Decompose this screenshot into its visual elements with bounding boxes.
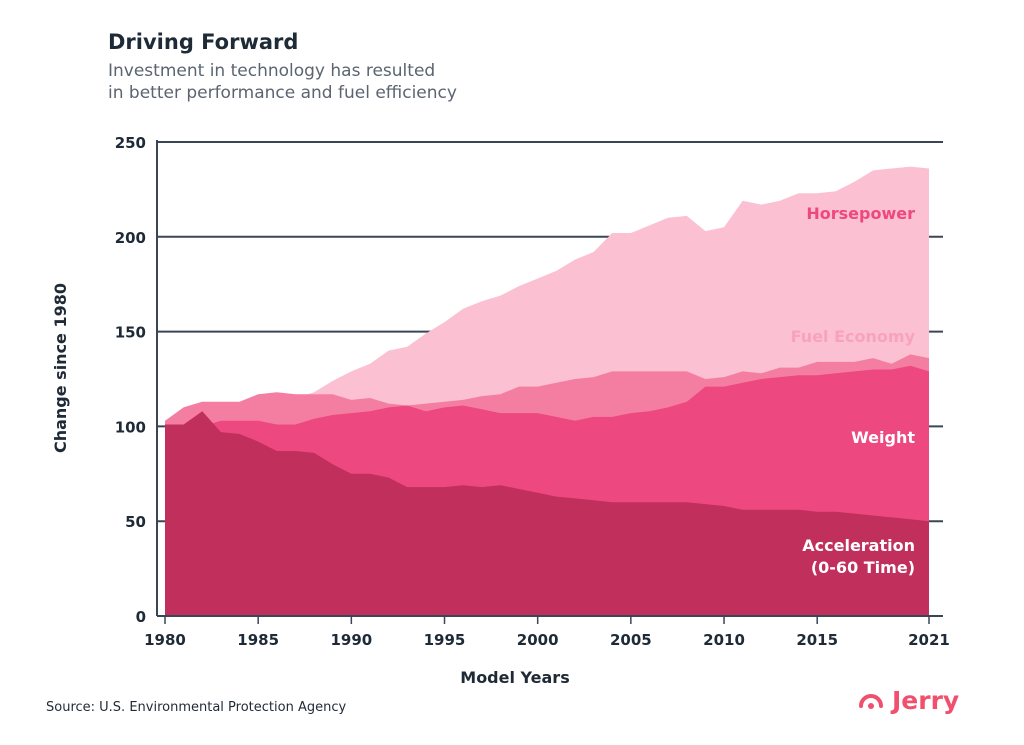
y-tick-label: 50 — [125, 513, 146, 531]
x-tick-label: 2005 — [610, 631, 652, 649]
y-tick-label: 250 — [115, 134, 146, 152]
chart-subtitle: Investment in technology has resulted in… — [108, 60, 568, 104]
x-tick-label: 1995 — [424, 631, 466, 649]
area-acceleration — [165, 411, 929, 616]
jerry-logo-icon — [859, 693, 883, 709]
y-tick-label: 200 — [115, 229, 146, 247]
subtitle-line-1: Investment in technology has resulted — [108, 61, 436, 81]
source-note: Source: U.S. Environmental Protection Ag… — [46, 700, 347, 715]
subtitle-line-2: in better performance and fuel efficienc… — [108, 83, 457, 103]
x-tick-label: 2015 — [796, 631, 838, 649]
x-tick-label: 2021 — [908, 631, 950, 649]
y-tick-label: 100 — [115, 418, 146, 436]
x-tick-label: 1980 — [144, 631, 186, 649]
series-label-weight: Weight — [851, 428, 915, 447]
series-label-fuel-economy: Fuel Economy — [791, 327, 916, 346]
jerry-logo-text: Jerry — [892, 686, 960, 715]
x-tick-label: 2010 — [703, 631, 745, 649]
y-axis-title: Change since 1980 — [51, 283, 70, 453]
x-tick-label: 1985 — [237, 631, 279, 649]
x-tick-label: 1990 — [330, 631, 372, 649]
jerry-logo[interactable]: Jerry — [858, 686, 959, 715]
x-tick-label: 2000 — [517, 631, 559, 649]
x-axis-title: Model Years — [460, 668, 569, 687]
y-tick-label: 0 — [136, 608, 146, 626]
series-label-horsepower: Horsepower — [806, 204, 915, 223]
y-tick-label: 150 — [115, 324, 146, 342]
series-label-acceleration: Acceleration — [802, 536, 915, 555]
series-label-acceleration: (0-60 Time) — [811, 558, 915, 577]
chart-title: Driving Forward — [108, 30, 299, 54]
